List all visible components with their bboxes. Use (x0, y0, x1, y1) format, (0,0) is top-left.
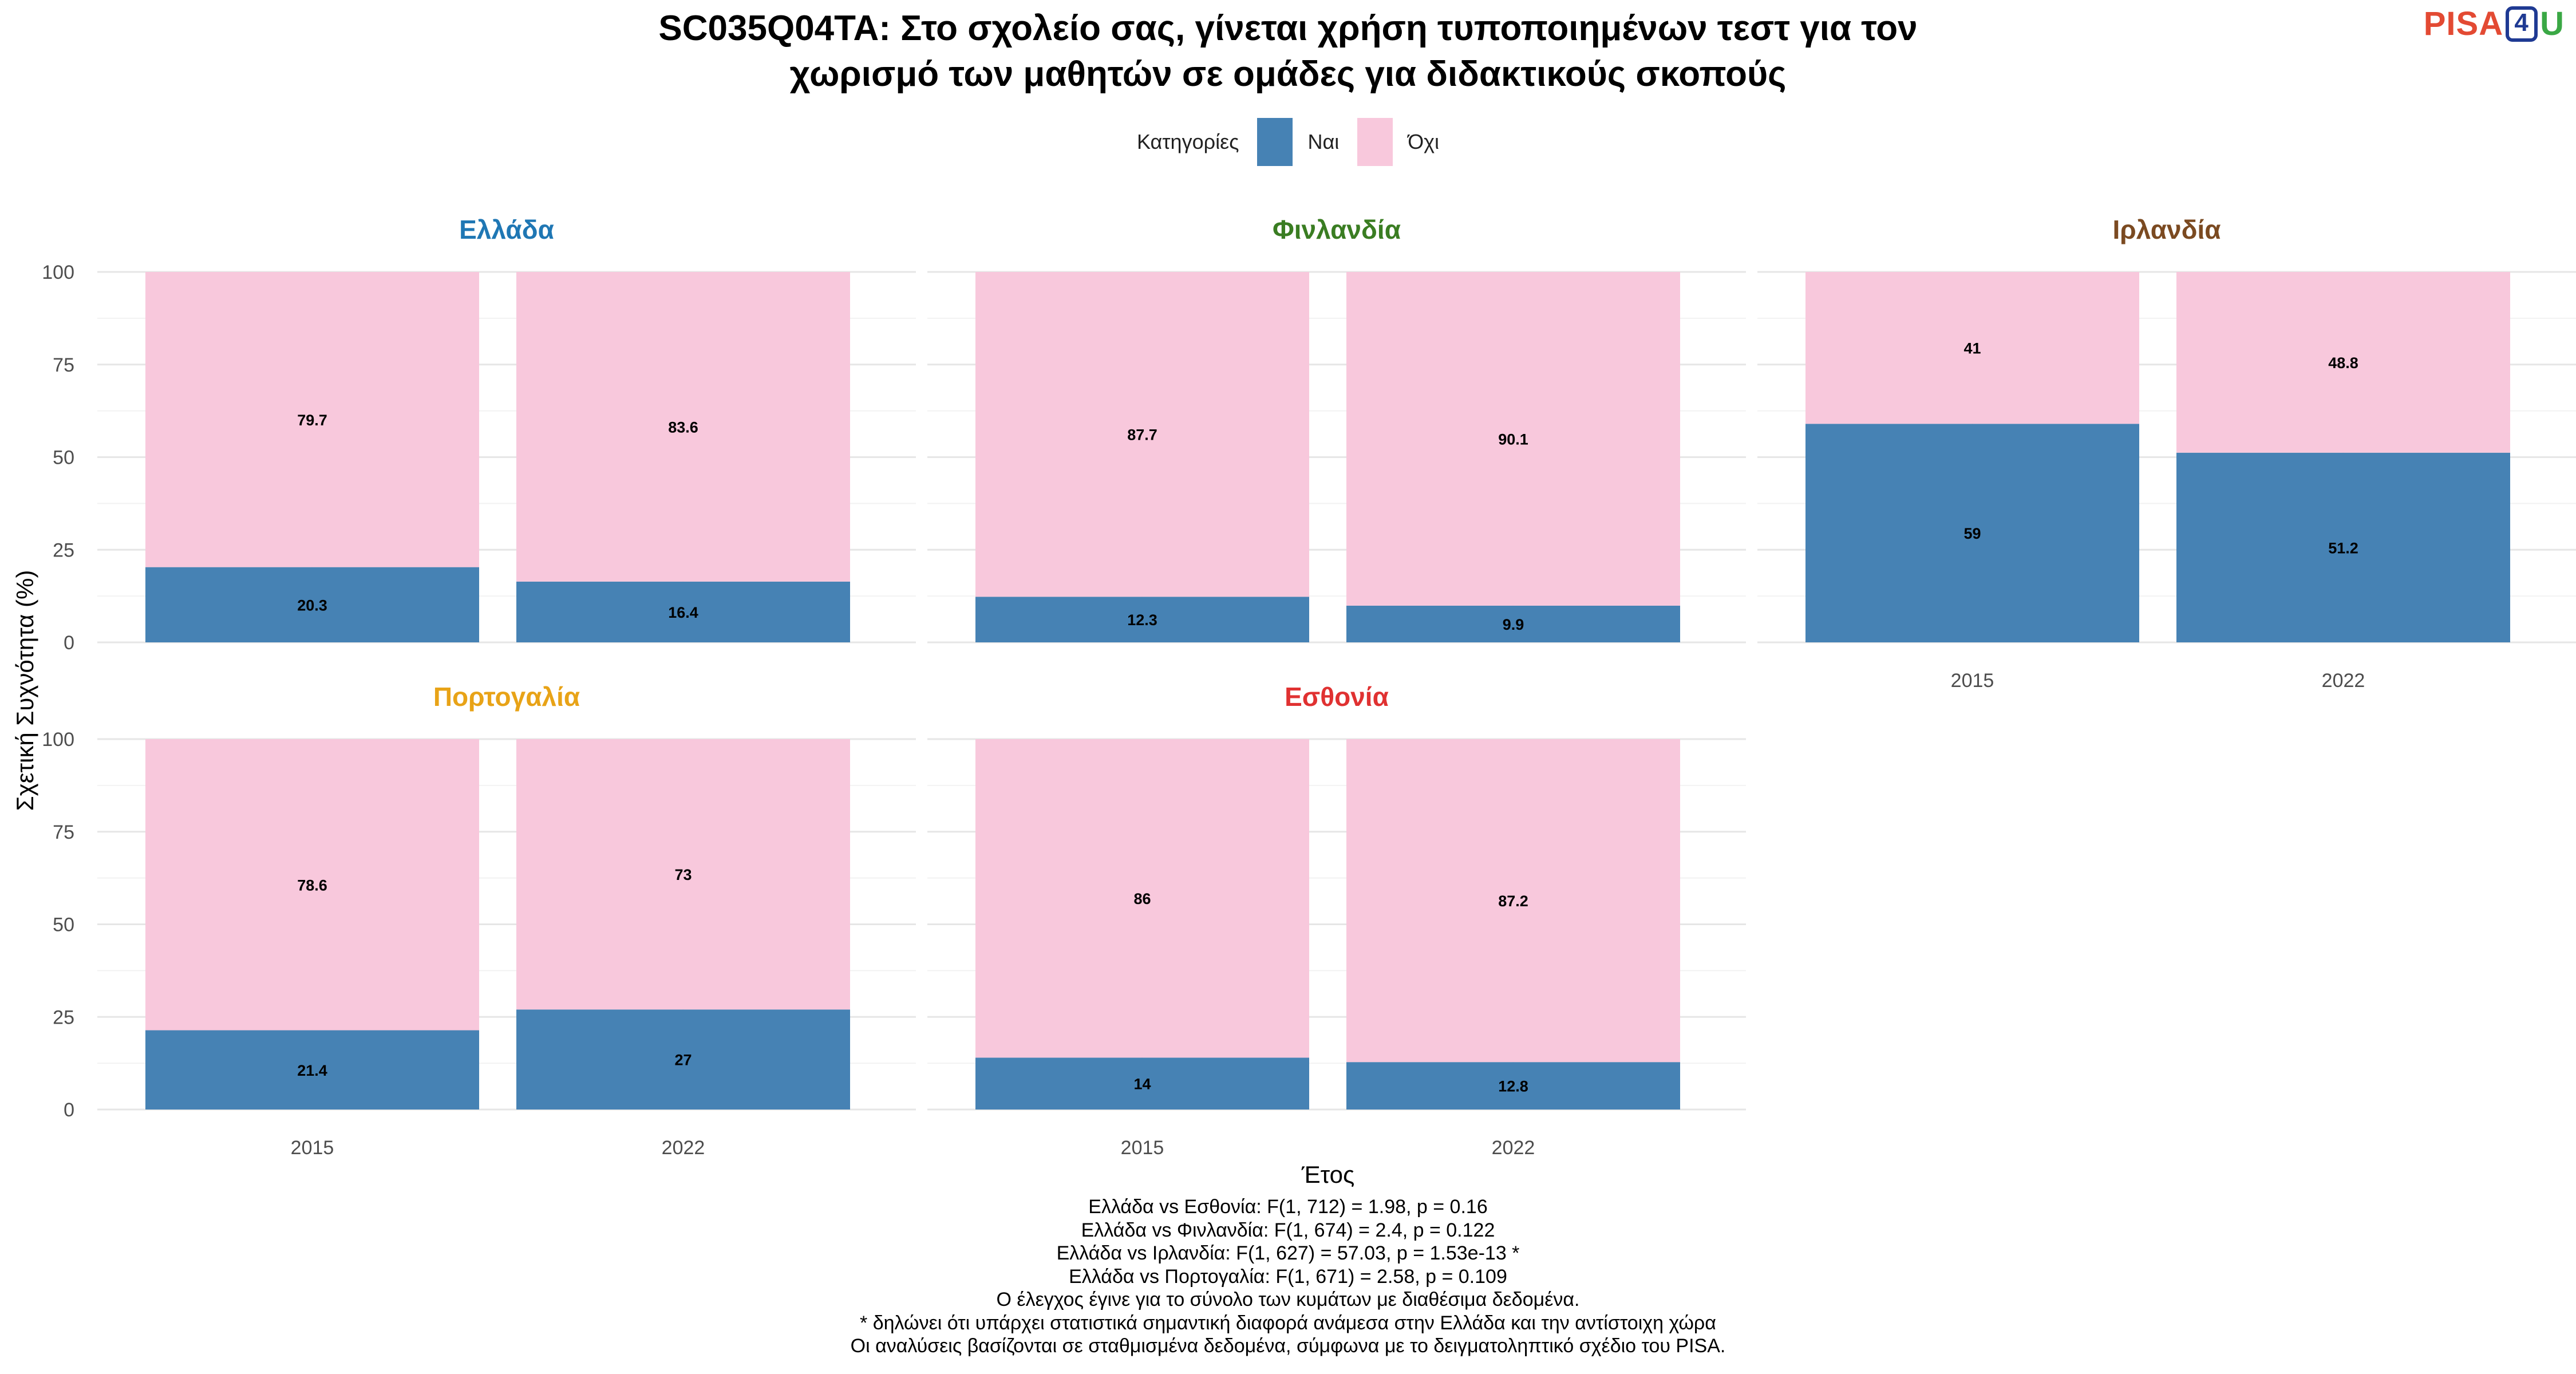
bar-no (1805, 272, 2139, 424)
panel-3: Ιρλανδία 59 41 2015 51.2 48.8 2022 (1757, 215, 2576, 692)
bar-yes (1346, 1062, 1680, 1110)
data-label-no: 41 (1963, 340, 1981, 357)
x-tick-label: 2015 (1951, 670, 1994, 692)
x-tick-label: 2022 (662, 1137, 705, 1159)
panel-title: Ελλάδα (459, 215, 554, 244)
logo-text-u: U (2540, 5, 2565, 42)
panel-title: Φινλανδία (1273, 215, 1401, 244)
statistical-notes: Ελλάδα vs Εσθονία: F(1, 712) = 1.98, p =… (0, 1195, 2576, 1358)
note-line: Οι αναλύσεις βασίζονται σε σταθμισμένα δ… (850, 1335, 1726, 1357)
logo-text-4: 4 (2506, 6, 2538, 42)
y-tick-label: 50 (53, 914, 74, 936)
note-line: Ελλάδα vs Εσθονία: F(1, 712) = 1.98, p =… (1088, 1196, 1488, 1218)
bar-no (1346, 739, 1680, 1063)
bar-no (145, 739, 479, 1030)
data-label-yes: 51.2 (2328, 539, 2358, 556)
chart-title-line-2: χωρισμό των μαθητών σε ομάδες για διδακτ… (789, 54, 1787, 94)
y-tick-label: 100 (42, 262, 74, 283)
data-label-no: 78.6 (297, 876, 327, 894)
x-tick-label: 2015 (291, 1137, 334, 1159)
faceted-stacked-bar-chart: Ελλάδα 0 25 50 75 100 20.3 79.7 16.4 83.6 Φινλανδί… (11, 215, 2576, 1188)
x-axis-title: Έτος (1301, 1161, 1355, 1188)
chart-title-line-1: SC035Q04TA: Στο σχολείο σας, γίνεται χρή… (658, 9, 1918, 48)
data-label-no: 73 (674, 866, 692, 883)
bar-yes (516, 1009, 850, 1110)
data-label-yes: 27 (674, 1052, 692, 1069)
note-line: Ο έλεγχος έγινε για το σύνολο των κυμάτω… (996, 1289, 1580, 1310)
bar-yes (516, 581, 850, 642)
x-tick-label: 2022 (2322, 670, 2365, 692)
legend-label-yes: Ναι (1307, 130, 1340, 153)
data-label-no: 87.2 (1498, 893, 1528, 910)
data-label-yes: 16.4 (668, 604, 698, 621)
data-label-no: 79.7 (297, 412, 327, 429)
note-line: Ελλάδα vs Φινλανδία: F(1, 674) = 2.4, p … (1081, 1219, 1495, 1241)
data-label-no: 86 (1133, 890, 1151, 907)
bar-yes (1346, 605, 1680, 642)
y-tick-label: 25 (53, 1006, 74, 1028)
legend-label-no: Όχι (1408, 130, 1440, 153)
panel-title: Ιρλανδία (2112, 215, 2221, 244)
data-label-yes: 21.4 (297, 1062, 327, 1079)
bar-no (2176, 272, 2510, 453)
panel-5: Εσθονία 14 86 2015 12.8 87.2 2022 (927, 682, 1746, 1159)
bar-yes (1805, 424, 2139, 642)
data-label-no: 87.7 (1127, 427, 1157, 444)
y-tick-label: 0 (64, 1099, 74, 1121)
data-label-no: 90.1 (1498, 431, 1528, 448)
data-label-yes: 12.3 (1127, 611, 1157, 629)
y-tick-label: 25 (53, 539, 74, 561)
panel-title: Εσθονία (1285, 682, 1389, 712)
bar-no (975, 272, 1309, 597)
note-line: Ελλάδα vs Πορτογαλία: F(1, 671) = 2.58, … (1069, 1265, 1507, 1288)
data-label-yes: 20.3 (297, 597, 327, 614)
panel-2: Φινλανδία 12.3 87.7 9.9 90.1 (927, 215, 1746, 643)
y-tick-label: 0 (64, 632, 74, 654)
data-label-yes: 9.9 (1503, 616, 1524, 633)
logo-text-pisa: PISA (2423, 5, 2504, 42)
x-tick-label: 2022 (1492, 1137, 1535, 1159)
data-label-yes: 12.8 (1498, 1078, 1528, 1095)
bar-no (516, 739, 850, 1010)
data-label-yes: 59 (1963, 525, 1981, 542)
legend-swatch-yes (1257, 118, 1293, 166)
chart-title: SC035Q04TA: Στο σχολείο σας, γίνεται χρή… (0, 6, 2576, 97)
bar-yes (145, 1030, 479, 1110)
bar-no (975, 739, 1309, 1058)
y-tick-label: 75 (53, 354, 74, 376)
bar-no (145, 272, 479, 567)
bar-yes (2176, 452, 2510, 642)
data-label-no: 83.6 (668, 418, 698, 436)
bar-no (1346, 272, 1680, 606)
panel-1: Ελλάδα 0 25 50 75 100 20.3 79.7 16.4 83.6 (42, 215, 916, 654)
panel-4: Πορτογαλία 0 25 50 75 100 21.4 78.6 2015 27 73 2022 (42, 682, 916, 1159)
y-tick-label: 50 (53, 447, 74, 469)
y-axis-title: Σχετική Συχνότητα (%) (11, 570, 38, 811)
bar-yes (145, 567, 479, 642)
y-tick-label: 75 (53, 822, 74, 843)
legend-swatch-no (1357, 118, 1393, 166)
y-tick-label: 100 (42, 729, 74, 751)
x-tick-label: 2015 (1121, 1137, 1164, 1159)
legend: Κατηγορίες Ναι Όχι (0, 118, 2576, 166)
data-label-yes: 14 (1133, 1076, 1151, 1093)
pisa4u-logo: PISA 4 U (2424, 5, 2565, 43)
bar-yes (975, 597, 1309, 642)
bar-yes (975, 1057, 1309, 1110)
note-line: Ελλάδα vs Ιρλανδία: F(1, 627) = 57.03, p… (1056, 1242, 1520, 1264)
data-label-no: 48.8 (2328, 354, 2358, 372)
legend-title: Κατηγορίες (1136, 130, 1239, 153)
panel-title: Πορτογαλία (433, 682, 580, 712)
bar-no (516, 272, 850, 582)
note-line: * δηλώνει ότι υπάρχει στατιστικά σημαντι… (860, 1312, 1716, 1334)
